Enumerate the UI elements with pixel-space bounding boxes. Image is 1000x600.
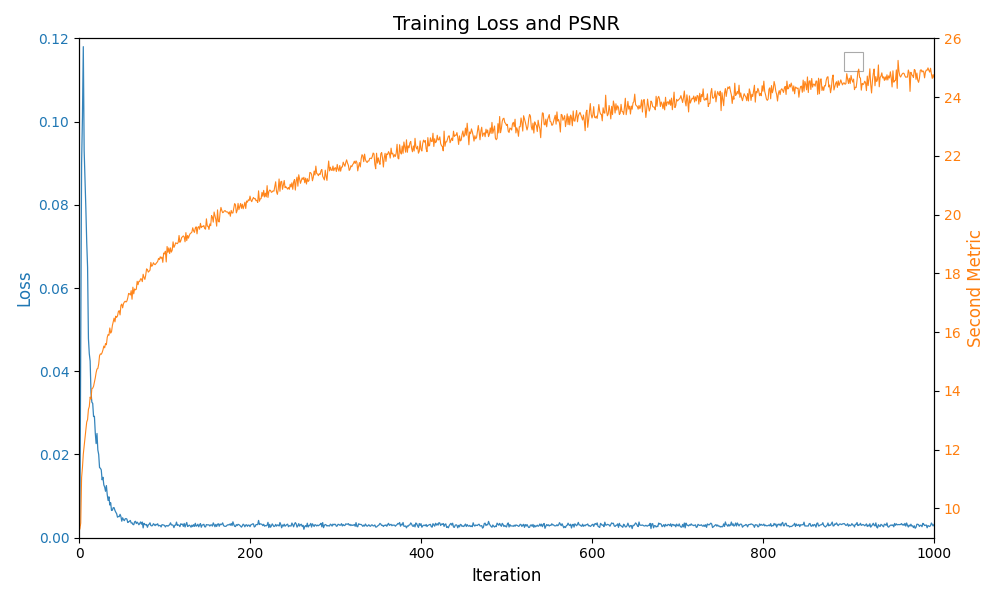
Title: Training Loss and PSNR: Training Loss and PSNR [393, 15, 620, 34]
Y-axis label: Second Metric: Second Metric [967, 229, 985, 347]
X-axis label: Iteration: Iteration [471, 567, 542, 585]
Y-axis label: Loss: Loss [15, 270, 33, 307]
FancyBboxPatch shape [844, 52, 863, 71]
